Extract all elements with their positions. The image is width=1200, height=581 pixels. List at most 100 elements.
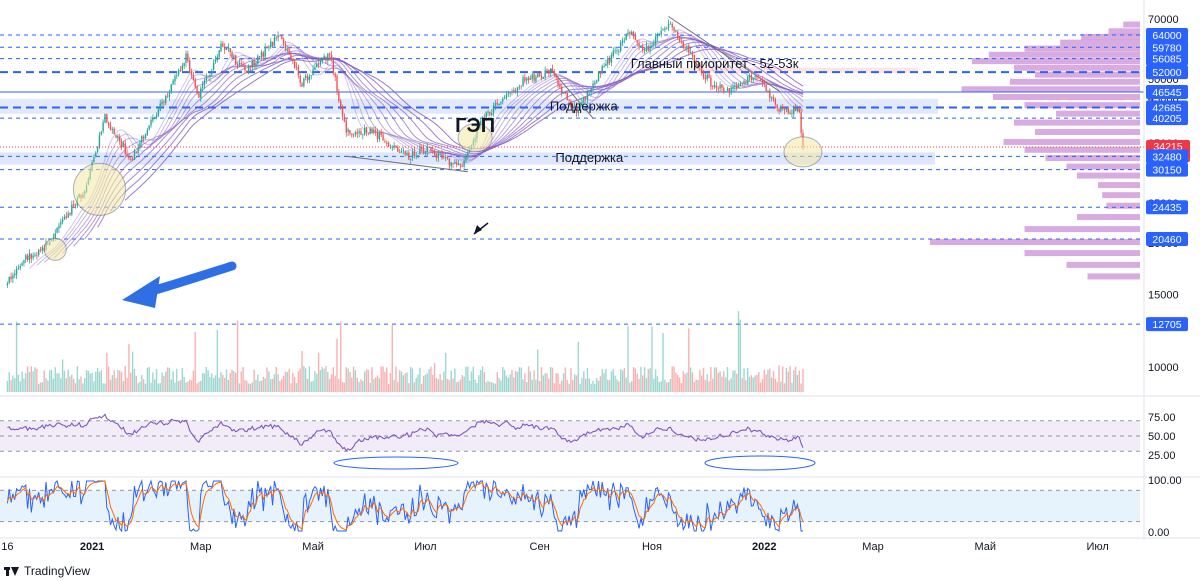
volume-bar bbox=[367, 370, 370, 392]
tradingview-brand[interactable]: TradingView bbox=[4, 563, 90, 579]
volume-bar bbox=[260, 380, 263, 392]
volume-bar bbox=[84, 378, 86, 392]
price-tick-label: 15000 bbox=[1148, 289, 1179, 301]
candle-body bbox=[664, 28, 666, 31]
blue-arrow-head bbox=[122, 276, 160, 308]
candle-body bbox=[566, 92, 568, 101]
volume-bar bbox=[115, 377, 117, 392]
candle-body bbox=[95, 152, 97, 157]
candle-body bbox=[330, 55, 333, 60]
volume-bar bbox=[299, 368, 301, 392]
volume-bar bbox=[472, 366, 475, 392]
volume-bar bbox=[619, 369, 622, 392]
candle-body bbox=[745, 81, 747, 84]
volume-bar bbox=[332, 367, 335, 392]
candle-body bbox=[371, 128, 373, 134]
volume-bar bbox=[443, 371, 445, 392]
volume-bar bbox=[246, 380, 248, 392]
volume-bar bbox=[456, 382, 458, 392]
volume-profile-bar bbox=[1024, 146, 1140, 153]
candle-body bbox=[168, 91, 171, 97]
candle-body bbox=[450, 162, 452, 167]
volume-bar bbox=[408, 383, 410, 392]
volume-bar bbox=[93, 381, 95, 392]
volume-bar bbox=[321, 367, 323, 392]
volume-bar bbox=[597, 380, 600, 392]
volume-bar bbox=[201, 373, 204, 392]
candle-body bbox=[542, 77, 544, 79]
candle-body bbox=[597, 71, 600, 82]
candle-body bbox=[688, 45, 690, 53]
candle-body bbox=[596, 80, 598, 83]
candle-body bbox=[758, 77, 760, 79]
candle-body bbox=[665, 28, 668, 30]
candle-body bbox=[686, 45, 688, 50]
volume-bar bbox=[23, 378, 25, 392]
volume-bar bbox=[524, 373, 526, 392]
volume-bar bbox=[174, 382, 176, 392]
volume-bar bbox=[754, 375, 756, 392]
volume-bar bbox=[142, 379, 145, 392]
volume-bar bbox=[708, 381, 710, 392]
volume-bar bbox=[671, 366, 673, 392]
candle-body bbox=[8, 276, 10, 284]
candle-body bbox=[527, 77, 530, 81]
volume-bar bbox=[275, 367, 277, 392]
volume-bar bbox=[538, 380, 541, 392]
volume-bar bbox=[669, 379, 672, 392]
volume-bar bbox=[730, 378, 732, 392]
volume-bar bbox=[719, 371, 721, 392]
highlight-circle bbox=[72, 162, 126, 216]
candle-body bbox=[130, 158, 132, 160]
candle-body bbox=[787, 108, 789, 113]
volume-bar bbox=[279, 381, 281, 392]
candle-body bbox=[426, 146, 428, 152]
candle-body bbox=[30, 254, 33, 259]
volume-bar bbox=[474, 379, 476, 392]
chart-labels: 6400059780560855200046545426854020532480… bbox=[455, 28, 1188, 332]
candle-body bbox=[551, 68, 554, 72]
volume-bar bbox=[402, 375, 405, 392]
volume-bar bbox=[15, 321, 18, 392]
time-tick-label: Май bbox=[302, 541, 324, 553]
candle-body bbox=[336, 75, 338, 93]
candle-body bbox=[531, 74, 533, 79]
volume-bar bbox=[800, 383, 802, 392]
volume-bar bbox=[58, 373, 60, 392]
volume-bar bbox=[660, 381, 662, 392]
candle-body bbox=[380, 132, 382, 135]
volume-bar bbox=[584, 378, 587, 392]
volume-bar bbox=[706, 374, 708, 392]
candle-body bbox=[279, 35, 281, 37]
price-level-label: 46545 bbox=[1152, 87, 1181, 99]
candle-body bbox=[185, 53, 187, 64]
volume-bar bbox=[262, 376, 265, 392]
candle-body bbox=[684, 46, 686, 49]
volume-bar bbox=[798, 370, 800, 392]
volume-bar bbox=[559, 383, 561, 392]
volume-bar bbox=[82, 383, 84, 392]
volume-bar bbox=[531, 379, 533, 392]
volume-bar bbox=[376, 375, 379, 392]
candle-body bbox=[332, 60, 335, 74]
volume-bar bbox=[608, 380, 611, 392]
volume-bar bbox=[39, 382, 42, 392]
volume-bar bbox=[483, 372, 486, 392]
candle-body bbox=[369, 128, 371, 134]
volume-bar bbox=[131, 351, 134, 392]
volume-bar bbox=[25, 373, 27, 392]
price-level-label: 56085 bbox=[1152, 54, 1181, 66]
volume-bar bbox=[196, 383, 198, 392]
candle-body bbox=[249, 66, 252, 68]
volume-bar bbox=[603, 373, 605, 392]
candle-body bbox=[187, 53, 189, 61]
candle-body bbox=[277, 34, 279, 38]
candle-body bbox=[590, 88, 592, 92]
volume-bar bbox=[235, 372, 237, 392]
volume-profile-bar bbox=[1077, 214, 1140, 221]
volume-bar bbox=[599, 376, 602, 392]
volume-bar bbox=[303, 366, 305, 392]
candle-body bbox=[778, 108, 780, 112]
candle-body bbox=[190, 71, 193, 76]
